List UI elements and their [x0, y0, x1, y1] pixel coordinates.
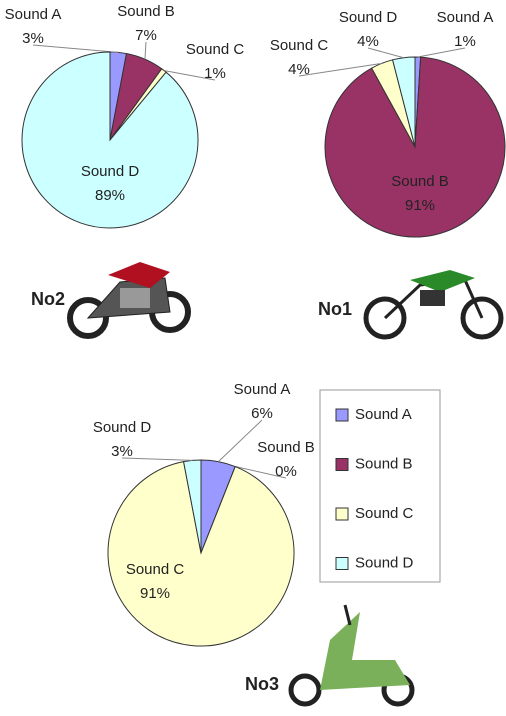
- slice-value-label: 3%: [111, 443, 133, 460]
- slice-value-label: 1%: [204, 65, 226, 82]
- slice-category: Sound B: [391, 173, 449, 190]
- slice-category: Sound D: [81, 163, 140, 180]
- slice-category: Sound A: [5, 6, 62, 23]
- slice-category: Sound B: [117, 3, 175, 20]
- chart-label: No3: [245, 674, 279, 694]
- slice-value-label: 6%: [251, 405, 273, 422]
- slice-value-label: 1%: [454, 33, 476, 50]
- chart-label: No1: [318, 299, 352, 319]
- legend-label: Sound A: [355, 406, 412, 423]
- legend-swatch: [336, 558, 348, 570]
- scooter-no3: [291, 605, 412, 704]
- motorcycle-no1: [366, 270, 501, 337]
- leader-line: [145, 42, 146, 59]
- slice-category: Sound C: [186, 41, 245, 58]
- motorcycle-no2: [70, 262, 188, 336]
- chart-label: No2: [31, 289, 65, 309]
- slice-category: Sound B: [257, 439, 315, 456]
- slice-value-label: 91%: [405, 197, 435, 214]
- slice-value-label: 4%: [288, 61, 310, 78]
- page: {"chart_data": [ {"type": "pie", "label"…: [0, 0, 506, 716]
- legend-label: Sound B: [355, 455, 413, 472]
- slice-value-label: 7%: [135, 27, 157, 44]
- slice-value-label: 89%: [95, 187, 125, 204]
- slice-category: Sound D: [93, 419, 152, 436]
- leader-line: [218, 420, 262, 462]
- legend-label: Sound D: [355, 554, 414, 571]
- slice-value-label: 0%: [275, 463, 297, 480]
- slice-value-label: 91%: [140, 585, 170, 602]
- legend-swatch: [336, 459, 348, 471]
- slice-value-label: 4%: [357, 33, 379, 50]
- chart: Sound A 3% Sound B 7% Sound C 1% Sound D 89% No2…: [0, 0, 506, 716]
- slice-category: Sound A: [437, 9, 494, 26]
- slice-category: Sound C: [126, 561, 185, 578]
- legend-label: Sound C: [355, 505, 414, 522]
- leader-line: [33, 45, 118, 52]
- slice-category: Sound C: [270, 37, 329, 54]
- legend-swatch: [336, 409, 348, 421]
- slice-category: Sound A: [234, 381, 291, 398]
- slice-category: Sound D: [339, 9, 398, 26]
- slice-value-label: 3%: [22, 30, 44, 47]
- legend-swatch: [336, 508, 348, 520]
